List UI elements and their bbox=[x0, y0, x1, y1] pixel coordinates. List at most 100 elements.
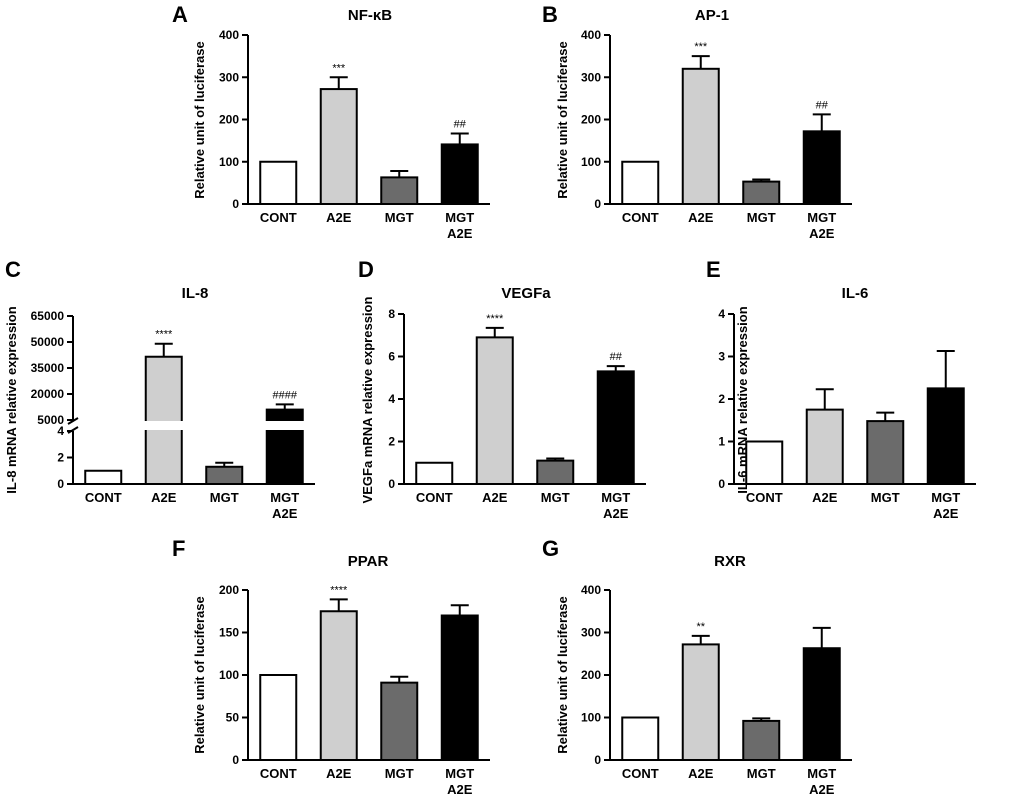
panel-f: F PPAR Relative unit of luciferase 0 50 100 15… bbox=[172, 536, 490, 797]
bar-cont bbox=[621, 160, 660, 205]
x-tick-label: MGT bbox=[747, 766, 776, 781]
y-tick-label: 0 bbox=[388, 477, 395, 491]
chart-title: RXR bbox=[714, 553, 746, 570]
x-tick-label: MGT bbox=[871, 490, 900, 505]
x-tick-label: A2E bbox=[688, 210, 714, 225]
bar-mgt-a2e bbox=[802, 647, 841, 761]
bar-mgt-a2e bbox=[802, 130, 841, 205]
y-axis-label: Relative unit of luciferase bbox=[555, 41, 570, 199]
chart-title: VEGFa bbox=[501, 285, 551, 302]
panel-letter: C bbox=[5, 257, 21, 282]
bar-mgt bbox=[380, 681, 419, 762]
panel-letter: B bbox=[542, 2, 558, 27]
y-tick-label: 300 bbox=[219, 70, 239, 84]
y-tick-label: 0 bbox=[594, 197, 601, 211]
panel-c: CIL-8IL-8 mRNA relative expression 024500… bbox=[4, 257, 315, 521]
bar-mgt-a2e bbox=[440, 143, 479, 206]
y-axis-label: Relative unit of luciferase bbox=[192, 596, 207, 754]
x-tick-label: MGT bbox=[747, 210, 776, 225]
x-tick-label: CONT bbox=[622, 766, 659, 781]
y-tick-label: 4 bbox=[57, 424, 64, 438]
y-tick-label: 20000 bbox=[31, 387, 65, 401]
bar-cont bbox=[84, 469, 123, 485]
y-tick-label: 400 bbox=[219, 28, 239, 42]
significance-label: ## bbox=[816, 99, 829, 111]
bar-mgt bbox=[205, 465, 244, 485]
panel-a: A NF-κB Relative unit of luciferase 0 100 200… bbox=[172, 2, 490, 241]
y-tick-label: 1 bbox=[718, 435, 725, 449]
y-tick-label: 2 bbox=[388, 435, 395, 449]
bar-mgt bbox=[866, 420, 905, 486]
panel-e: EIL-6IL-6 mRNA relative expression01234C… bbox=[706, 257, 976, 521]
significance-label: *** bbox=[694, 41, 708, 53]
bar-cont bbox=[415, 461, 454, 485]
bar-break-gap bbox=[264, 421, 305, 430]
x-tick-label: MGT A2E bbox=[601, 490, 630, 521]
bar-mgt-a2e bbox=[926, 387, 965, 485]
bar-cont bbox=[745, 440, 784, 485]
chart-title: AP-1 bbox=[695, 7, 729, 24]
panel-g: G RXR Relative unit of luciferase 0 100 200 30… bbox=[542, 536, 852, 797]
bar-a2e bbox=[805, 408, 844, 485]
y-tick-label: 150 bbox=[219, 626, 239, 640]
x-tick-label: MGT A2E bbox=[807, 766, 836, 797]
x-tick-label: A2E bbox=[151, 490, 177, 505]
y-tick-label: 65000 bbox=[31, 309, 65, 323]
x-tick-label: MGT bbox=[385, 766, 414, 781]
significance-label: ** bbox=[696, 621, 705, 633]
x-tick-label: CONT bbox=[260, 210, 297, 225]
y-tick-label: 100 bbox=[219, 155, 239, 169]
bar-a2e bbox=[681, 643, 720, 762]
x-tick-label: A2E bbox=[326, 210, 352, 225]
bar-a2e bbox=[144, 355, 183, 486]
bar-cont bbox=[621, 716, 660, 761]
y-tick-label: 300 bbox=[581, 70, 601, 84]
significance-label: **** bbox=[486, 313, 504, 325]
y-tick-label: 3 bbox=[718, 350, 725, 364]
bar-mgt bbox=[536, 459, 575, 485]
bar-mgt bbox=[742, 180, 781, 205]
significance-label: **** bbox=[155, 329, 173, 341]
x-tick-label: MGT bbox=[210, 490, 239, 505]
panel-letter: E bbox=[706, 257, 721, 282]
y-tick-label: 200 bbox=[581, 113, 601, 127]
significance-label: #### bbox=[273, 389, 298, 401]
y-tick-label: 5000 bbox=[37, 413, 64, 427]
bar-mgt-a2e bbox=[265, 408, 304, 486]
y-tick-label: 0 bbox=[718, 477, 725, 491]
bar-cont bbox=[259, 160, 298, 205]
y-axis-label: VEGFa mRNA relative expression bbox=[360, 297, 375, 504]
significance-label: ## bbox=[610, 351, 623, 363]
y-tick-label: 400 bbox=[581, 28, 601, 42]
panel-letter: F bbox=[172, 536, 185, 561]
x-tick-label: CONT bbox=[260, 766, 297, 781]
panel-letter: A bbox=[172, 2, 188, 27]
bar-cont bbox=[259, 674, 298, 761]
chart-title: PPAR bbox=[348, 553, 389, 570]
y-tick-label: 2 bbox=[57, 451, 64, 465]
y-tick-label: 300 bbox=[581, 626, 601, 640]
y-tick-label: 100 bbox=[581, 711, 601, 725]
y-tick-label: 100 bbox=[219, 668, 239, 682]
x-tick-label: MGT A2E bbox=[445, 210, 474, 241]
bar-a2e bbox=[681, 67, 720, 205]
y-tick-label: 4 bbox=[718, 307, 725, 321]
y-tick-label: 200 bbox=[581, 668, 601, 682]
bar-break-gap bbox=[143, 421, 184, 430]
y-tick-label: 50 bbox=[226, 711, 240, 725]
panel-b: B AP-1 Relative unit of luciferase 0 100 200 3… bbox=[542, 2, 852, 241]
x-tick-label: A2E bbox=[688, 766, 714, 781]
significance-label: ## bbox=[454, 118, 467, 130]
panel-letter: G bbox=[542, 536, 559, 561]
bar-mgt-a2e bbox=[440, 614, 479, 761]
x-tick-label: MGT A2E bbox=[445, 766, 474, 797]
bar-mgt bbox=[380, 176, 419, 206]
bar-a2e bbox=[319, 88, 358, 205]
y-tick-label: 50000 bbox=[31, 335, 65, 349]
y-tick-label: 0 bbox=[232, 753, 239, 767]
x-tick-label: MGT bbox=[385, 210, 414, 225]
significance-label: **** bbox=[330, 584, 348, 596]
y-tick-label: 100 bbox=[581, 155, 601, 169]
x-tick-label: CONT bbox=[416, 490, 453, 505]
